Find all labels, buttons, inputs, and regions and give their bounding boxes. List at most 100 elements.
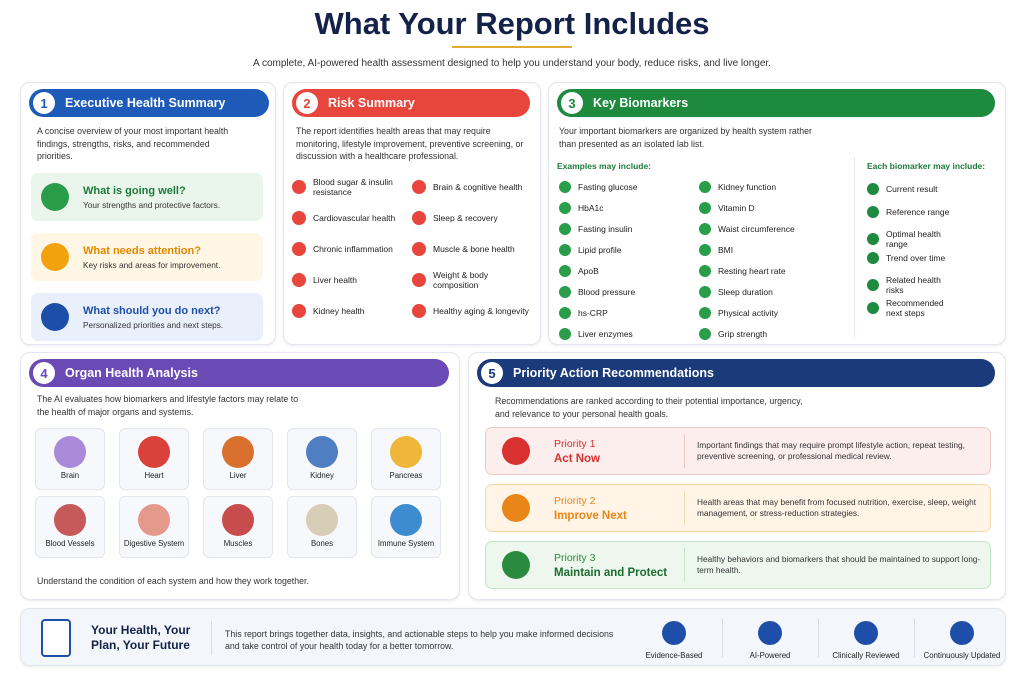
priority-label: Priority 1 — [554, 437, 596, 450]
attribute: Optimal health range — [867, 229, 959, 249]
icon — [699, 286, 711, 298]
badge: AI-Powered — [722, 617, 818, 660]
risk-label: Healthy aging & longevity — [433, 306, 529, 316]
organ-label: Bones — [310, 539, 334, 548]
biomarker: Sleep duration — [699, 286, 773, 298]
attribute: Related health risks — [867, 275, 959, 295]
biomarker: Fasting insulin — [559, 223, 632, 235]
icon — [502, 437, 530, 465]
organ-icon — [138, 504, 170, 536]
organ-tile: Blood Vessels — [35, 496, 105, 558]
biomarker: Liver enzymes — [559, 328, 633, 340]
icon — [867, 183, 879, 195]
icon — [699, 244, 711, 256]
icon — [699, 265, 711, 277]
priority-text: Important findings that may require prom… — [697, 440, 965, 461]
section-number: 2 — [296, 92, 318, 114]
icon — [292, 273, 306, 287]
divider — [914, 619, 915, 657]
organ-label: Heart — [144, 471, 164, 480]
priority-heading: Priority 3 Maintain and Protect — [554, 552, 684, 579]
organ-tile: Digestive System — [119, 496, 189, 558]
badge-icon — [662, 621, 686, 645]
badge: Continuously Updated — [914, 617, 1010, 660]
priority-heading: Priority 2 Improve Next — [554, 495, 684, 522]
separator — [684, 548, 685, 582]
badge: Clinically Reviewed — [818, 617, 914, 660]
risk-item: Muscle & bone health — [412, 237, 530, 261]
priority-title: Maintain and Protect — [554, 566, 668, 579]
icon — [41, 243, 69, 271]
biomarker-label: Blood pressure — [578, 287, 636, 297]
intro: A concise overview of your most importan… — [37, 126, 229, 161]
risk-label: Muscle & bone health — [433, 244, 515, 254]
biomarker-label: Fasting insulin — [578, 224, 633, 234]
section-header: 4 Organ Health Analysis — [29, 359, 449, 387]
section-header: 1 Executive Health Summary — [29, 89, 269, 117]
risk-item: Cardiovascular health — [292, 206, 410, 230]
organ-icon — [390, 436, 422, 468]
icon — [502, 551, 530, 579]
icon — [559, 202, 571, 214]
organ-icon — [222, 436, 254, 468]
biomarker-label: Kidney function — [718, 182, 777, 192]
biomarker-label: Lipid profile — [578, 245, 622, 255]
organ-tile: Brain — [35, 428, 105, 490]
organ-label: Liver — [229, 471, 247, 480]
item-text: Personalized priorities and next steps. — [83, 319, 224, 330]
icon — [292, 242, 306, 256]
icon — [699, 181, 711, 193]
summary-item: What needs attention? Key risks and areas… — [31, 233, 263, 281]
title: What Your Report Includes — [314, 6, 710, 41]
organ-icon — [54, 436, 86, 468]
attribute-label: Reference range — [886, 207, 950, 217]
organ-tile: Kidney — [287, 428, 357, 490]
icon — [559, 286, 571, 298]
biomarker: HbA1c — [559, 202, 604, 214]
section-card: 1 Executive Health Summary A concise overv… — [20, 82, 276, 345]
summary-item: What is going well? Your strengths and pr… — [31, 173, 263, 221]
organ-label: Immune System — [377, 539, 435, 548]
risk-label: Cardiovascular health — [313, 213, 396, 223]
section-number: 5 — [481, 362, 503, 384]
biomarker: hs-CRP — [559, 307, 608, 319]
priority-title: Improve Next — [554, 509, 627, 522]
item-text: What should you do next? Personalized pri… — [83, 305, 223, 330]
biomarker-label: Vitamin D — [718, 203, 755, 213]
icon — [699, 307, 711, 319]
icon — [867, 279, 879, 291]
item-text: Your strengths and protective factors. — [83, 199, 221, 210]
attribute-label: Recommended next steps — [886, 298, 944, 318]
organ-label: Brain — [60, 471, 80, 480]
icon — [292, 304, 306, 318]
icon — [559, 328, 571, 340]
report-icon — [41, 619, 71, 657]
examples-label: Examples may include: — [557, 161, 652, 171]
icon — [41, 303, 69, 331]
risk-label: Kidney health — [313, 306, 365, 316]
biomarker: Kidney function — [699, 181, 776, 193]
icon — [867, 233, 879, 245]
icon — [867, 302, 879, 314]
divider — [818, 619, 819, 657]
icon — [559, 307, 571, 319]
biomarker-label: hs-CRP — [578, 308, 608, 318]
biomarker: Vitamin D — [699, 202, 755, 214]
risk-item: Brain & cognitive health — [412, 175, 530, 199]
section-footer: Understand the condition of each system … — [37, 576, 309, 586]
item-text: What needs attention? Key risks and areas… — [83, 245, 220, 270]
biomarker: Resting heart rate — [699, 265, 786, 277]
icon — [41, 183, 69, 211]
separator — [684, 491, 685, 525]
organ-label: Blood Vessels — [45, 539, 95, 548]
icon — [292, 180, 306, 194]
footer: Your Health, Your Plan, Your Future This … — [20, 608, 1006, 666]
icon — [699, 328, 711, 340]
biomarker: Fasting glucose — [559, 181, 638, 193]
section-number: 3 — [561, 92, 583, 114]
section-title: Key Biomarkers — [593, 96, 689, 110]
section-card: 4 Organ Health Analysis The AI evaluates h… — [20, 352, 460, 600]
section-title: Priority Action Recommendations — [513, 366, 714, 380]
icon — [867, 252, 879, 264]
risk-item: Blood sugar & insulin resistance — [292, 175, 410, 199]
